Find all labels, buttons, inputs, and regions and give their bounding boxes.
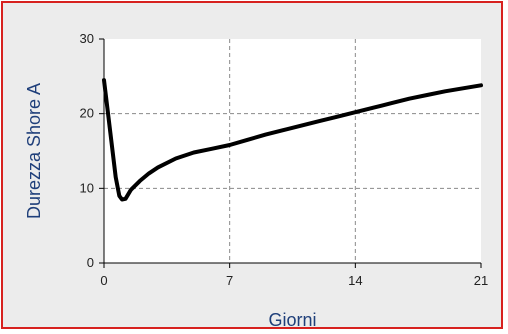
x-tick-label: 7 xyxy=(226,273,233,288)
y-tick-label: 10 xyxy=(80,180,94,195)
y-tick-label: 30 xyxy=(80,31,94,46)
y-tick-label: 0 xyxy=(87,255,94,270)
y-tick-label: 20 xyxy=(80,106,94,121)
plot-area xyxy=(104,39,481,263)
x-tick-label: 14 xyxy=(348,273,362,288)
y-axis-label: Durezza Shore A xyxy=(24,83,44,219)
gridlines xyxy=(104,39,481,263)
axes xyxy=(99,38,482,268)
x-tick-label: 0 xyxy=(100,273,107,288)
x-axis-label: Giorni xyxy=(268,310,316,330)
series-line xyxy=(102,78,483,202)
tick-labels: 0 10 20 30 0 7 14 21 xyxy=(80,31,489,288)
x-tick-label: 21 xyxy=(474,273,488,288)
